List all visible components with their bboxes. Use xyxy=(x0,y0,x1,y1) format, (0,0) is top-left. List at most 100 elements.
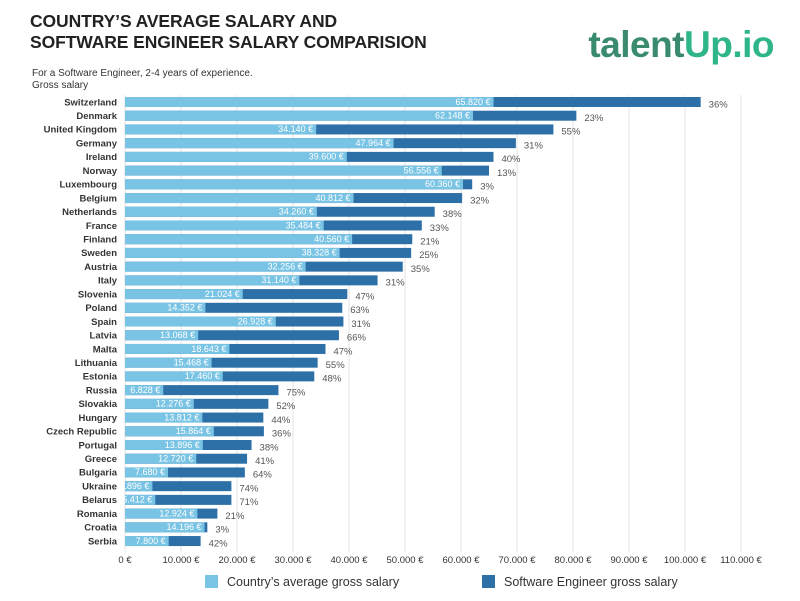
average-salary-bar xyxy=(125,151,347,162)
average-salary-value-label: 14.196 € xyxy=(166,522,201,532)
average-salary-value-label: 34.140 € xyxy=(278,124,313,134)
average-salary-value-label: 40.560 € xyxy=(314,234,349,244)
chart-subtitle: For a Software Engineer, 2-4 years of ex… xyxy=(32,68,253,92)
average-salary-bar xyxy=(125,289,243,300)
x-tick-label: 70.000 € xyxy=(499,555,537,566)
country-label: Switzerland xyxy=(64,97,117,108)
average-salary-bar xyxy=(125,536,169,547)
chart-title: COUNTRY’S AVERAGE SALARY AND SOFTWARE EN… xyxy=(30,11,427,53)
average-salary-bar xyxy=(125,440,203,450)
percentage-label: 66% xyxy=(347,333,367,344)
average-salary-bar xyxy=(125,494,156,505)
percentage-label: 35% xyxy=(411,264,431,275)
chart-title-line2: SOFTWARE ENGINEER SALARY COMPARISION xyxy=(30,32,427,52)
average-salary-value-label: 56.556 € xyxy=(404,165,439,175)
percentage-label: 21% xyxy=(225,511,245,522)
country-label: Luxembourg xyxy=(59,180,117,191)
country-label: Italy xyxy=(98,276,118,287)
legend-item-average: Country’s average gross salary xyxy=(205,575,399,589)
x-tick-label: 80.000 € xyxy=(555,555,593,566)
country-label: Denmark xyxy=(76,111,117,122)
country-label: Germany xyxy=(76,138,118,149)
average-salary-bar xyxy=(125,179,464,190)
country-label: Sweden xyxy=(81,248,117,259)
average-salary-value-label: 39.600 € xyxy=(309,152,344,162)
average-salary-value-label: 62.148 € xyxy=(435,111,470,121)
average-salary-bar xyxy=(125,261,306,272)
country-label: Estonia xyxy=(83,372,118,383)
country-label: Romania xyxy=(77,509,118,520)
country-label: Hungary xyxy=(78,413,117,424)
country-label: Belgium xyxy=(80,193,117,204)
percentage-label: 40% xyxy=(501,154,521,165)
percentage-label: 31% xyxy=(351,319,371,330)
country-label: Ukraine xyxy=(82,481,117,492)
average-salary-value-label: 14.352 € xyxy=(167,303,202,313)
country-label: Belarus xyxy=(82,495,117,506)
average-salary-bar xyxy=(125,453,197,464)
average-salary-bar xyxy=(125,124,317,135)
engineer-salary-bar xyxy=(125,330,339,341)
average-salary-bar xyxy=(125,220,324,231)
percentage-label: 38% xyxy=(260,442,280,453)
average-salary-value-label: 13.812 € xyxy=(164,412,199,422)
average-salary-value-label: 18.643 € xyxy=(191,344,226,354)
percentage-label: 47% xyxy=(333,346,353,357)
country-label: Norway xyxy=(83,166,118,177)
average-salary-bar xyxy=(125,371,223,382)
country-label: Malta xyxy=(93,344,118,355)
average-salary-bar xyxy=(125,426,214,437)
x-tick-label: 90.000 € xyxy=(611,555,649,566)
average-salary-value-label: 34.260 € xyxy=(279,207,314,217)
country-label: United Kingdom xyxy=(44,125,117,136)
average-salary-value-label: 4.896 € xyxy=(119,481,149,491)
legend-item-engineer: Software Engineer gross salary xyxy=(482,575,678,589)
engineer-salary-bar xyxy=(125,302,343,313)
average-salary-bar xyxy=(125,165,442,176)
country-label: Croatia xyxy=(84,523,117,534)
average-salary-bar xyxy=(125,206,317,217)
country-label: Portugal xyxy=(78,440,117,451)
percentage-label: 42% xyxy=(209,538,229,549)
average-salary-value-label: 26.928 € xyxy=(238,316,273,326)
percentage-label: 36% xyxy=(709,99,729,110)
country-label: Russia xyxy=(86,385,118,396)
country-label: Ireland xyxy=(86,152,117,163)
average-salary-bar xyxy=(125,467,169,478)
average-salary-value-label: 12.924 € xyxy=(159,508,194,518)
average-salary-bar xyxy=(125,522,205,533)
percentage-label: 38% xyxy=(443,209,463,220)
country-label: France xyxy=(86,221,117,232)
country-label: Bulgaria xyxy=(79,468,118,479)
average-salary-value-label: 38.328 € xyxy=(302,248,337,258)
engineer-salary-bar xyxy=(125,398,269,409)
average-salary-value-label: 60.360 € xyxy=(425,179,460,189)
average-salary-bar xyxy=(125,357,212,368)
average-salary-bar xyxy=(125,234,353,245)
average-salary-value-label: 21.024 € xyxy=(205,289,240,299)
percentage-label: 32% xyxy=(470,195,490,206)
country-label: Czech Republic xyxy=(46,427,117,438)
country-label: Austria xyxy=(84,262,117,273)
x-tick-label: 100.000 € xyxy=(664,555,707,566)
chart-title-line1: COUNTRY’S AVERAGE SALARY AND xyxy=(30,11,338,31)
country-label: Lithuania xyxy=(75,358,118,369)
average-salary-value-label: 40.812 € xyxy=(316,193,351,203)
percentage-label: 52% xyxy=(276,401,296,412)
average-salary-bar xyxy=(125,330,199,341)
average-salary-bar xyxy=(125,398,194,409)
engineer-salary-bar xyxy=(125,124,554,135)
percentage-label: 47% xyxy=(355,291,375,302)
average-salary-bar xyxy=(125,275,300,286)
engineer-salary-bar xyxy=(125,494,232,505)
engineer-salary-bar xyxy=(125,481,232,492)
percentage-label: 48% xyxy=(322,374,342,385)
average-salary-bar xyxy=(125,508,198,519)
x-tick-label: 10.000 € xyxy=(163,555,201,566)
percentage-label: 25% xyxy=(419,250,439,261)
country-label: Netherlands xyxy=(62,207,117,218)
average-salary-bar xyxy=(125,481,153,492)
percentage-label: 63% xyxy=(350,305,370,316)
country-label: Greece xyxy=(85,454,117,465)
